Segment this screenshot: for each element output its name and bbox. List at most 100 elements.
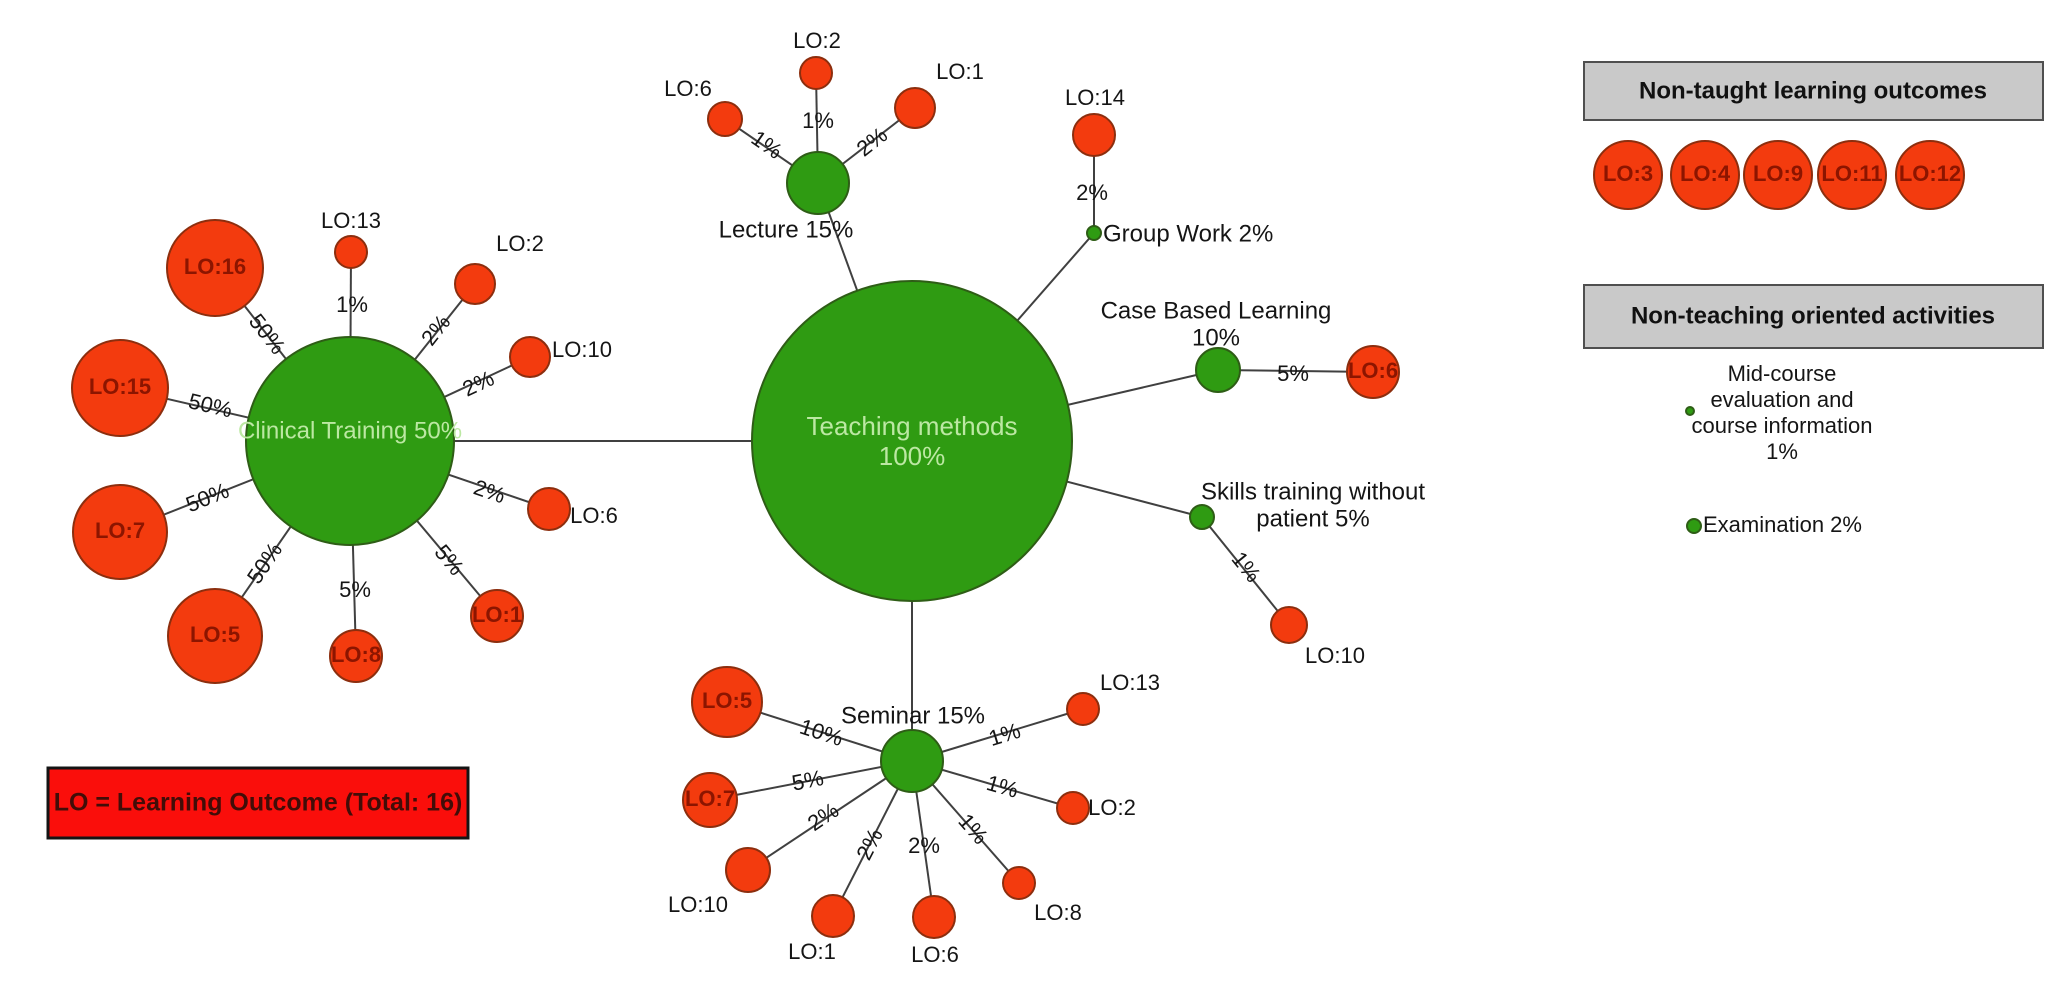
- outcome-label-seminar-LO:7: LO:7: [685, 786, 735, 811]
- outcome-label-clinical-LO:8: LO:8: [331, 642, 381, 667]
- legend-outcome-label-LO:12: LO:12: [1899, 161, 1961, 186]
- method-circle-case: [1195, 347, 1241, 393]
- method-circle-clinical: [245, 336, 455, 546]
- activity-label-1: Examination 2%: [1703, 512, 1862, 537]
- method-label-clinical: Clinical Training 50%: [238, 417, 462, 444]
- outcome-label-lecture-LO:6: LO:6: [664, 76, 712, 101]
- edge-seminar-LO:10: [747, 760, 913, 871]
- outcome-label-skills-LO:10: LO:10: [1305, 643, 1365, 668]
- legend-outcome-circle-LO:9: [1743, 140, 1813, 210]
- outcome-label-seminar-LO:8: LO:8: [1034, 900, 1082, 925]
- outcome-label-lecture-LO:2: LO:2: [793, 28, 841, 53]
- edge-percent-label-lecture-LO:2: 1%: [802, 108, 834, 133]
- outcome-label-clinical-LO:5: LO:5: [190, 622, 240, 647]
- outcome-label-clinical-LO:10: LO:10: [552, 337, 612, 362]
- edge-percent-label-seminar-LO:13: 1%: [986, 718, 1024, 751]
- outcome-label-seminar-LO:6: LO:6: [911, 942, 959, 967]
- outcome-label-clinical-LO:7: LO:7: [95, 518, 145, 543]
- outcome-label-clinical-LO:13: LO:13: [321, 208, 381, 233]
- edge-percent-label-clinical-LO:6: 2%: [470, 474, 508, 508]
- outcome-circle-seminar-LO:2: [1056, 791, 1090, 825]
- outcome-label-seminar-LO:2: LO:2: [1088, 795, 1136, 820]
- legend-non-taught-box: [1583, 61, 2044, 121]
- activity-label-0: evaluation and: [1710, 387, 1853, 412]
- outcome-label-clinical-LO:6: LO:6: [570, 503, 618, 528]
- outcome-circle-seminar-LO:10: [725, 847, 771, 893]
- outcome-circle-clinical-LO:16: [166, 219, 264, 317]
- outcome-circle-seminar-LO:5: [691, 666, 763, 738]
- outcome-circle-seminar-LO:8: [1002, 866, 1036, 900]
- edge-percent-label-clinical-LO:15: 50%: [186, 388, 235, 422]
- outcome-circle-clinical-LO:10: [509, 336, 551, 378]
- outcome-label-seminar-LO:13: LO:13: [1100, 670, 1160, 695]
- method-circle-teaching: [751, 280, 1073, 602]
- note-box: [46, 766, 470, 840]
- edge-percent-label-clinical-LO:5: 50%: [242, 538, 287, 588]
- method-label-skills: Skills training without: [1201, 478, 1425, 505]
- outcome-circle-seminar-LO:7: [682, 772, 738, 828]
- method-circle-groupwork: [1086, 225, 1102, 241]
- method-label-case: 10%: [1192, 324, 1240, 351]
- edge-percent-label-clinical-LO:8: 5%: [339, 577, 371, 602]
- method-label-lecture: Lecture 15%: [719, 216, 854, 243]
- legend-outcome-label-LO:9: LO:9: [1753, 161, 1803, 186]
- activity-dot-1: [1686, 518, 1702, 534]
- outcome-circle-groupwork-LO:14: [1072, 113, 1116, 157]
- outcome-label-clinical-LO:16: LO:16: [184, 254, 246, 279]
- legend-outcome-circle-LO:3: [1593, 140, 1663, 210]
- note-text: LO = Learning Outcome (Total: 16): [54, 789, 463, 817]
- legend-outcome-circle-LO:11: [1817, 140, 1887, 210]
- activity-label-0: 1%: [1766, 439, 1798, 464]
- outcome-label-clinical-LO:15: LO:15: [89, 374, 151, 399]
- outcome-circle-clinical-LO:2: [454, 263, 496, 305]
- legend-activities-box: [1583, 284, 2044, 349]
- outcome-circle-lecture-LO:6: [707, 101, 743, 137]
- outcome-circle-seminar-LO:13: [1066, 692, 1100, 726]
- outcome-circle-clinical-LO:13: [334, 235, 368, 269]
- edge-percent-label-clinical-LO:13: 1%: [336, 292, 368, 317]
- outcome-circle-case-LO:6: [1346, 345, 1400, 399]
- method-label-case: Case Based Learning: [1101, 297, 1332, 324]
- edge-percent-label-skills-LO:10: 1%: [1227, 547, 1266, 587]
- outcome-label-seminar-LO:5: LO:5: [702, 688, 752, 713]
- outcome-circle-lecture-LO:1: [894, 87, 936, 129]
- outcome-circle-clinical-LO:1: [470, 589, 524, 643]
- activity-label-0: Mid-course: [1728, 361, 1837, 386]
- method-circle-lecture: [786, 151, 850, 215]
- legend-activities-title: Non-teaching oriented activities: [1631, 302, 1995, 329]
- outcome-circle-seminar-LO:1: [811, 894, 855, 938]
- outcome-circle-clinical-LO:15: [71, 339, 169, 437]
- outcome-circle-seminar-LO:6: [912, 895, 956, 939]
- outcome-label-seminar-LO:1: LO:1: [788, 939, 836, 964]
- legend-outcome-label-LO:11: LO:11: [1821, 161, 1882, 186]
- edge-percent-label-seminar-LO:5: 10%: [797, 714, 847, 751]
- method-label-skills: patient 5%: [1256, 505, 1369, 532]
- method-label-groupwork: Group Work 2%: [1103, 220, 1273, 247]
- legend-non-taught-title: Non-taught learning outcomes: [1639, 77, 1987, 104]
- outcome-circle-clinical-LO:8: [329, 629, 383, 683]
- edge-percent-label-clinical-LO:7: 50%: [182, 478, 232, 518]
- edge-percent-label-clinical-LO:16: 50%: [244, 309, 291, 359]
- outcome-label-clinical-LO:1: LO:1: [472, 602, 522, 627]
- outcome-circle-skills-LO:10: [1270, 606, 1308, 644]
- edge-percent-label-case-LO:6: 5%: [1277, 361, 1309, 386]
- edge-percent-label-seminar-LO:1: 2%: [851, 824, 888, 864]
- outcome-circle-clinical-LO:7: [72, 484, 168, 580]
- edge-percent-label-clinical-LO:10: 2%: [459, 365, 498, 401]
- outcome-label-lecture-LO:1: LO:1: [936, 59, 984, 84]
- outcome-label-seminar-LO:10: LO:10: [668, 892, 728, 917]
- method-circle-seminar: [880, 729, 944, 793]
- edge-percent-label-seminar-LO:7: 5%: [790, 765, 826, 796]
- legend-outcome-circle-LO:4: [1670, 140, 1740, 210]
- method-circle-skills: [1189, 504, 1215, 530]
- outcome-label-clinical-LO:2: LO:2: [496, 231, 544, 256]
- outcome-circle-clinical-LO:6: [527, 487, 571, 531]
- edge-percent-label-groupwork-LO:14: 2%: [1076, 180, 1108, 205]
- legend-outcome-circle-LO:12: [1895, 140, 1965, 210]
- legend-outcome-label-LO:4: LO:4: [1680, 161, 1731, 186]
- edge-percent-label-lecture-LO:1: 2%: [852, 122, 892, 161]
- legend-outcome-label-LO:3: LO:3: [1603, 161, 1653, 186]
- edge-skills-LO:10: [1201, 516, 1290, 626]
